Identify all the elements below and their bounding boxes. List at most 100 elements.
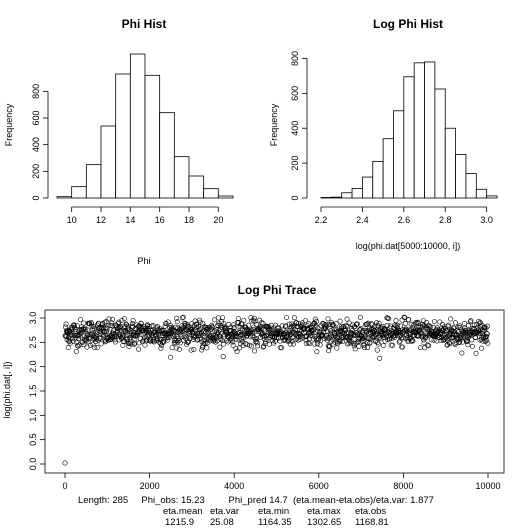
log-phi-hist-bar xyxy=(413,62,425,199)
trace-point xyxy=(356,338,362,344)
trace-point xyxy=(309,333,315,339)
log-phi-hist-x-tick-label: 2.2 xyxy=(315,215,328,225)
trace-point xyxy=(100,331,106,337)
log-phi-trace-ylabel: log(phi.dat[, i]) xyxy=(2,361,12,418)
trace-point xyxy=(109,320,115,326)
trace-point xyxy=(303,318,309,324)
trace-y-tick-label: 0.0 xyxy=(28,458,38,471)
trace-point xyxy=(216,315,222,321)
trace-point xyxy=(324,323,330,329)
trace-point xyxy=(407,332,413,338)
trace-point xyxy=(433,327,439,333)
trace-point xyxy=(197,319,203,325)
trace-point xyxy=(177,340,183,346)
log-phi-hist-panel: Log Phi Hist log(phi.dat[5000:10000, i])… xyxy=(269,17,498,251)
trace-point xyxy=(354,321,360,327)
trace-y-tick-label: 1.5 xyxy=(28,385,38,398)
trace-point xyxy=(191,347,197,353)
trace-point xyxy=(165,337,171,343)
stats-block: Length: 285 Phi_obs: 15.23 Phi_pred 14.7… xyxy=(78,495,434,528)
trace-point xyxy=(104,328,110,334)
trace-point xyxy=(238,321,244,327)
trace-point xyxy=(253,322,259,328)
trace-point xyxy=(446,322,452,328)
trace-point xyxy=(344,316,350,322)
trace-point xyxy=(448,316,454,322)
trace-point xyxy=(447,341,453,347)
trace-point xyxy=(176,346,182,352)
trace-point xyxy=(364,340,370,346)
phi-hist-bar xyxy=(159,112,175,199)
log-phi-hist-bars xyxy=(320,61,498,199)
trace-point xyxy=(437,319,443,325)
trace-point xyxy=(210,332,216,338)
phi-hist-y-axis: 0 200 400 600 800 xyxy=(31,84,49,201)
trace-point xyxy=(376,320,382,326)
trace-point xyxy=(335,341,341,347)
stats-header-eta-mean: eta.mean xyxy=(163,506,203,517)
trace-point xyxy=(220,315,226,321)
trace-point xyxy=(121,316,127,322)
trace-point xyxy=(344,341,350,347)
trace-point xyxy=(117,325,123,331)
trace-point xyxy=(236,337,242,343)
trace-point xyxy=(62,324,68,330)
trace-point xyxy=(421,340,427,346)
trace-point xyxy=(105,337,111,343)
trace-point xyxy=(469,343,475,349)
trace-point xyxy=(94,336,100,342)
trace-point xyxy=(188,347,194,353)
trace-point xyxy=(401,327,407,333)
trace-point xyxy=(406,317,412,323)
trace-point xyxy=(291,315,297,321)
trace-point xyxy=(427,324,433,330)
trace-point xyxy=(74,332,80,338)
trace-point xyxy=(354,322,360,328)
trace-point xyxy=(127,327,133,333)
trace-point xyxy=(244,342,250,348)
trace-y-tick-label: 0.5 xyxy=(28,433,38,446)
trace-point xyxy=(233,346,239,352)
trace-point xyxy=(314,318,320,324)
trace-point xyxy=(410,338,416,344)
trace-point xyxy=(249,343,255,349)
trace-point xyxy=(275,324,281,330)
trace-point xyxy=(484,333,490,339)
trace-point xyxy=(81,342,87,348)
trace-point xyxy=(146,323,152,329)
trace-point xyxy=(97,335,103,341)
trace-point xyxy=(62,460,68,466)
phi-hist-x-tick-label: 20 xyxy=(213,215,223,225)
trace-point xyxy=(150,323,156,329)
trace-point xyxy=(148,338,154,344)
trace-point xyxy=(173,345,179,351)
trace-point xyxy=(123,330,129,336)
trace-point xyxy=(112,339,118,345)
log-phi-hist-y-tick-label: 0 xyxy=(290,195,300,200)
trace-point xyxy=(314,349,320,355)
trace-point xyxy=(81,320,87,326)
trace-point xyxy=(169,326,175,332)
trace-point xyxy=(445,323,451,329)
trace-point xyxy=(66,327,72,333)
trace-point xyxy=(454,327,460,333)
phi-hist-x-tick-label: 16 xyxy=(155,215,165,225)
trace-point xyxy=(365,345,371,351)
log-phi-hist-bar xyxy=(465,173,477,199)
trace-point xyxy=(246,322,252,328)
trace-point xyxy=(473,350,479,356)
trace-point xyxy=(483,338,489,344)
trace-point xyxy=(336,334,342,340)
trace-point xyxy=(142,342,148,348)
trace-point xyxy=(358,332,364,338)
trace-point xyxy=(130,318,136,324)
trace-point xyxy=(485,323,491,329)
trace-point xyxy=(209,324,215,330)
trace-point xyxy=(422,345,428,351)
trace-point xyxy=(221,321,227,327)
trace-point xyxy=(220,354,226,360)
trace-point xyxy=(404,332,410,338)
trace-plot-box xyxy=(44,309,505,474)
stats-value-eta-mean: 1215.9 xyxy=(165,517,194,528)
trace-point xyxy=(84,336,90,342)
